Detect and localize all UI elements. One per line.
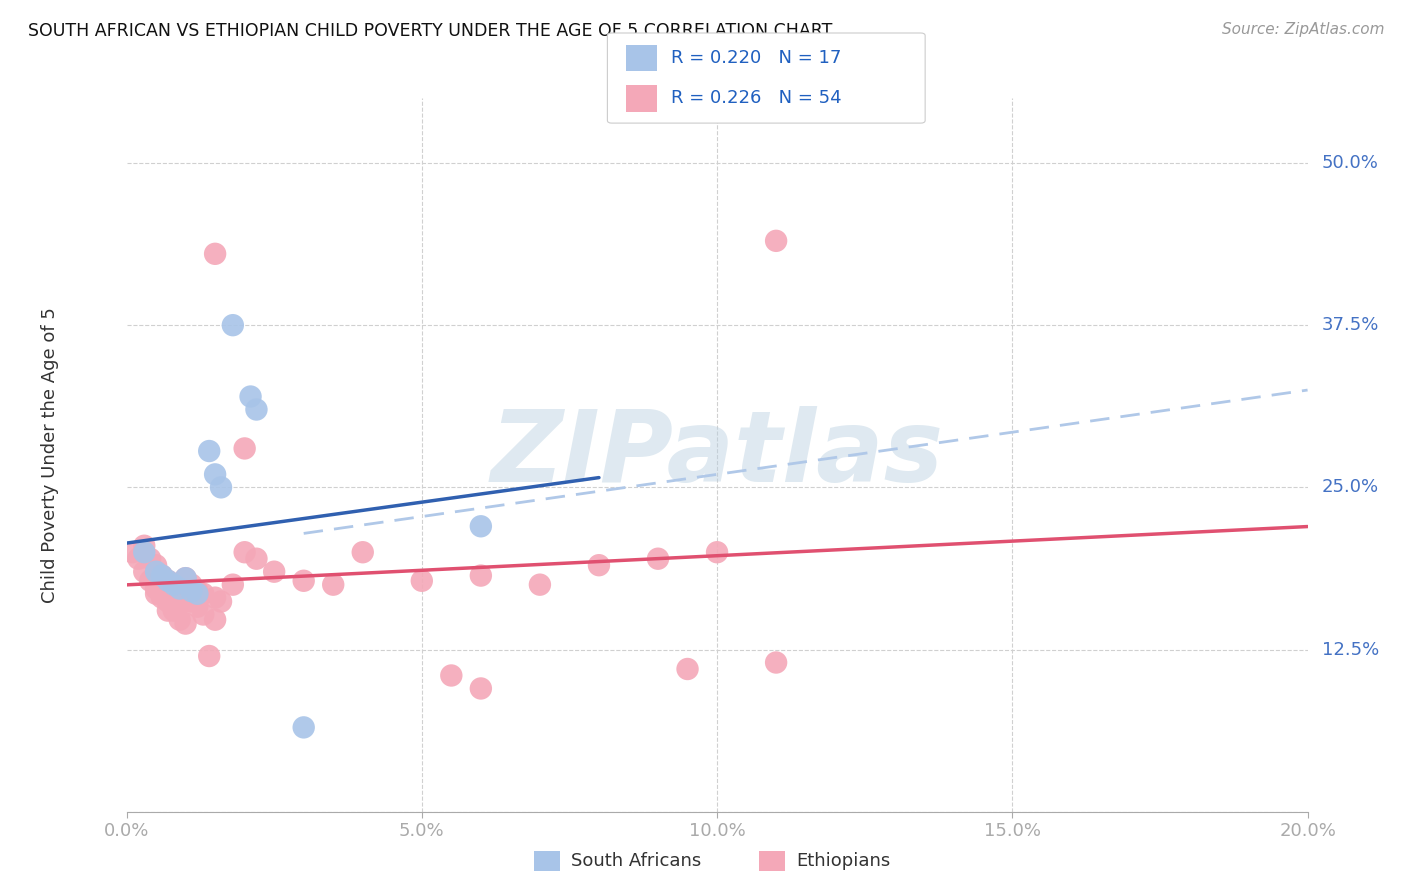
Point bbox=[352, 545, 374, 559]
Point bbox=[411, 574, 433, 588]
Point bbox=[470, 519, 492, 533]
Point bbox=[204, 467, 226, 482]
Text: 12.5%: 12.5% bbox=[1322, 640, 1379, 658]
Point bbox=[150, 568, 173, 582]
Point bbox=[186, 584, 208, 599]
Point bbox=[186, 599, 208, 614]
Point bbox=[292, 574, 315, 588]
Text: Source: ZipAtlas.com: Source: ZipAtlas.com bbox=[1222, 22, 1385, 37]
Point bbox=[209, 594, 232, 608]
Text: Child Poverty Under the Age of 5: Child Poverty Under the Age of 5 bbox=[41, 307, 59, 603]
Point bbox=[163, 604, 186, 618]
Text: Ethiopians: Ethiopians bbox=[796, 852, 890, 870]
Text: ZIPatlas: ZIPatlas bbox=[491, 407, 943, 503]
Point bbox=[127, 551, 149, 566]
Point bbox=[169, 597, 191, 611]
Point bbox=[174, 571, 197, 585]
Point bbox=[145, 565, 167, 579]
Point bbox=[322, 577, 344, 591]
Text: R = 0.226   N = 54: R = 0.226 N = 54 bbox=[671, 89, 841, 107]
Text: 25.0%: 25.0% bbox=[1322, 478, 1379, 496]
Text: R = 0.220   N = 17: R = 0.220 N = 17 bbox=[671, 49, 841, 67]
Point bbox=[209, 480, 232, 494]
Point bbox=[169, 582, 191, 596]
Point bbox=[180, 584, 202, 599]
Point bbox=[163, 577, 186, 591]
Point bbox=[163, 577, 186, 591]
Point bbox=[150, 591, 173, 605]
Point bbox=[588, 558, 610, 573]
Text: 37.5%: 37.5% bbox=[1322, 316, 1379, 334]
Text: South Africans: South Africans bbox=[571, 852, 702, 870]
Point bbox=[174, 571, 197, 585]
Point bbox=[139, 551, 162, 566]
Point bbox=[204, 591, 226, 605]
Point bbox=[150, 577, 173, 591]
Point bbox=[145, 587, 167, 601]
Point bbox=[134, 545, 156, 559]
Point bbox=[292, 720, 315, 734]
Text: SOUTH AFRICAN VS ETHIOPIAN CHILD POVERTY UNDER THE AGE OF 5 CORRELATION CHART: SOUTH AFRICAN VS ETHIOPIAN CHILD POVERTY… bbox=[28, 22, 832, 40]
Point bbox=[180, 594, 202, 608]
Text: 50.0%: 50.0% bbox=[1322, 154, 1379, 172]
Point bbox=[156, 594, 179, 608]
Point bbox=[765, 656, 787, 670]
Point bbox=[198, 444, 221, 458]
Point bbox=[233, 545, 256, 559]
Point bbox=[470, 568, 492, 582]
Point bbox=[134, 565, 156, 579]
Point bbox=[765, 234, 787, 248]
Point bbox=[145, 582, 167, 596]
Point bbox=[222, 577, 245, 591]
Point bbox=[263, 565, 285, 579]
Point bbox=[239, 390, 262, 404]
Point bbox=[150, 568, 173, 582]
Point bbox=[233, 442, 256, 456]
Point bbox=[121, 545, 143, 559]
Point bbox=[180, 577, 202, 591]
Point bbox=[245, 551, 267, 566]
Point bbox=[222, 318, 245, 333]
Point bbox=[193, 587, 215, 601]
Point bbox=[139, 574, 162, 588]
Point bbox=[186, 587, 208, 601]
Point bbox=[163, 591, 186, 605]
Point bbox=[156, 574, 179, 588]
Point bbox=[193, 607, 215, 622]
Point bbox=[529, 577, 551, 591]
Point bbox=[440, 668, 463, 682]
Point bbox=[245, 402, 267, 417]
Point bbox=[676, 662, 699, 676]
Point bbox=[169, 584, 191, 599]
Point bbox=[134, 539, 156, 553]
Point bbox=[145, 558, 167, 573]
Point bbox=[174, 587, 197, 601]
Point bbox=[174, 616, 197, 631]
Point bbox=[204, 613, 226, 627]
Point bbox=[198, 648, 221, 663]
Point bbox=[156, 604, 179, 618]
Point bbox=[169, 613, 191, 627]
Point bbox=[470, 681, 492, 696]
Point bbox=[647, 551, 669, 566]
Point bbox=[156, 574, 179, 588]
Point bbox=[204, 247, 226, 261]
Point bbox=[706, 545, 728, 559]
